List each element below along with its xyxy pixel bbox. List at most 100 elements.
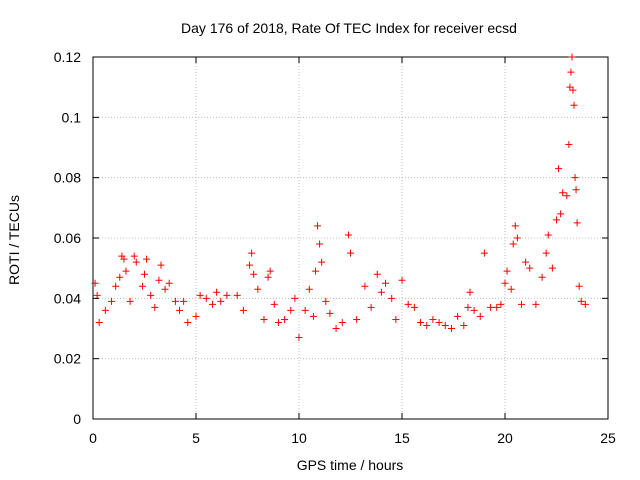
data-point: [314, 222, 322, 230]
data-point: [301, 306, 309, 314]
data-point: [538, 273, 546, 281]
data-point: [126, 297, 134, 305]
data-point: [101, 306, 109, 314]
data-point: [429, 315, 437, 323]
data-point: [569, 86, 577, 94]
x-tick-label: 0: [89, 430, 97, 446]
data-point: [147, 291, 155, 299]
data-point: [264, 273, 272, 281]
data-point: [388, 294, 396, 302]
data-point: [322, 297, 330, 305]
x-tick-label: 15: [394, 430, 410, 446]
data-point: [563, 192, 571, 200]
axis-ticks: 0 5 10 15 20 25 0 0.02 0.04 0.06 0.08 0.1 0.12: [54, 49, 616, 446]
data-point: [423, 321, 431, 329]
data-point: [509, 240, 517, 248]
data-point: [555, 165, 563, 173]
data-point: [326, 309, 334, 317]
x-axis-label: GPS time / hours: [297, 457, 404, 473]
data-point: [171, 297, 179, 305]
data-point: [353, 315, 361, 323]
data-point: [553, 216, 560, 224]
data-point: [571, 174, 579, 182]
grid-lines: [93, 57, 608, 419]
data-point: [157, 261, 165, 269]
data-point: [501, 279, 509, 287]
data-point: [544, 231, 552, 239]
data-point: [344, 231, 352, 239]
data-point: [108, 297, 116, 305]
data-point: [338, 318, 346, 326]
data-point: [566, 83, 574, 91]
data-point: [565, 140, 573, 148]
data-point: [410, 303, 418, 311]
data-point: [132, 258, 140, 266]
data-point: [575, 282, 583, 290]
data-point: [116, 273, 124, 281]
y-tick-label: 0.04: [54, 290, 81, 306]
y-axis-label: ROTI / TECUs: [6, 195, 22, 285]
data-point: [557, 210, 565, 218]
data-point: [377, 288, 385, 296]
data-point: [305, 285, 313, 293]
data-point: [526, 264, 534, 272]
data-point: [208, 300, 216, 308]
data-point: [192, 312, 200, 320]
data-point: [466, 288, 474, 296]
x-tick-label: 25: [600, 430, 616, 446]
data-point: [295, 334, 303, 342]
data-point: [202, 294, 210, 302]
data-point: [213, 288, 221, 296]
data-point: [511, 222, 519, 230]
x-tick-label: 5: [192, 430, 200, 446]
data-point: [435, 318, 443, 326]
data-point: [581, 300, 589, 308]
data-point: [577, 297, 585, 305]
data-point: [176, 306, 184, 314]
data-point: [572, 186, 580, 194]
data-point: [542, 249, 550, 257]
data-point: [532, 300, 540, 308]
data-point: [487, 303, 495, 311]
data-point: [233, 291, 241, 299]
y-tick-label: 0.06: [54, 230, 81, 246]
y-tick-label: 0.02: [54, 351, 81, 367]
data-point: [570, 101, 578, 109]
data-point: [254, 285, 262, 293]
data-point: [454, 312, 462, 320]
data-point: [507, 285, 515, 293]
data-point: [120, 255, 128, 263]
data-point: [460, 321, 468, 329]
data-point: [392, 315, 400, 323]
data-point: [155, 276, 163, 284]
data-point: [404, 300, 412, 308]
data-point: [559, 189, 567, 197]
chart-title: Day 176 of 2018, Rate Of TEC Index for r…: [181, 20, 517, 36]
data-point: [180, 297, 188, 305]
data-point: [287, 306, 295, 314]
y-tick-label: 0.1: [62, 109, 82, 125]
data-point: [513, 234, 521, 242]
data-point: [291, 294, 299, 302]
data-point: [522, 258, 530, 266]
data-point: [447, 325, 455, 332]
data-point: [266, 267, 274, 275]
data-point: [112, 282, 120, 290]
data-point: [464, 303, 472, 311]
data-point: [217, 297, 225, 305]
data-point: [248, 249, 256, 257]
data-point: [417, 318, 425, 326]
y-tick-label: 0.08: [54, 170, 81, 186]
data-point: [151, 303, 159, 311]
x-tick-label: 10: [291, 430, 307, 446]
plot-area-frame: [92, 56, 609, 420]
data-point: [161, 285, 169, 293]
data-point: [398, 276, 406, 284]
data-point: [382, 279, 390, 287]
data-point: [318, 258, 326, 266]
data-point: [332, 325, 340, 332]
data-point: [347, 249, 354, 257]
data-point: [503, 267, 511, 275]
data-point: [143, 255, 151, 263]
